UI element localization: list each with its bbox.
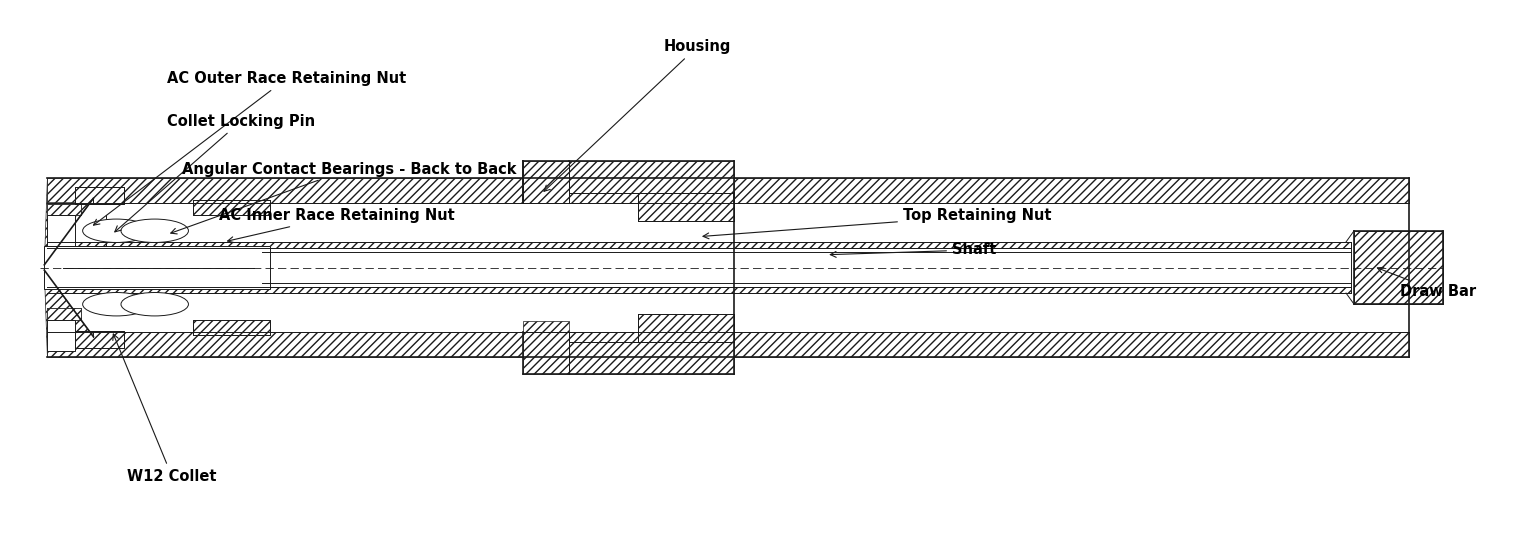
Bar	[522, 320, 568, 332]
Text: AC Outer Race Retaining Nut: AC Outer Race Retaining Nut	[94, 71, 406, 225]
Bar	[45, 246, 270, 289]
Bar	[568, 342, 734, 374]
Bar	[637, 193, 734, 220]
Bar	[48, 204, 81, 216]
Polygon shape	[45, 270, 94, 357]
Bar	[1353, 231, 1442, 304]
Bar	[522, 332, 568, 374]
Text: Top Retaining Nut: Top Retaining Nut	[703, 208, 1052, 239]
Bar	[637, 315, 734, 342]
Bar	[48, 204, 81, 216]
Bar	[75, 331, 124, 348]
Bar	[194, 319, 270, 334]
Bar	[194, 201, 270, 216]
Text: W12 Collet: W12 Collet	[112, 334, 217, 484]
Bar	[48, 319, 75, 350]
Bar	[48, 248, 1350, 287]
Bar	[48, 308, 81, 319]
Bar	[48, 216, 75, 246]
Text: Draw Bar: Draw Bar	[1378, 268, 1476, 299]
Bar	[194, 319, 270, 334]
Bar	[263, 251, 1350, 284]
Bar	[48, 287, 1350, 293]
Circle shape	[83, 219, 151, 242]
Bar	[48, 242, 1350, 248]
Bar	[48, 178, 1409, 203]
Bar	[75, 187, 124, 204]
Text: Angular Contact Bearings - Back to Back: Angular Contact Bearings - Back to Back	[170, 162, 516, 234]
Bar	[194, 201, 270, 216]
Polygon shape	[45, 178, 94, 265]
Bar	[568, 161, 734, 193]
Text: AC Inner Race Retaining Nut: AC Inner Race Retaining Nut	[220, 208, 455, 242]
Circle shape	[83, 293, 151, 316]
Text: Housing: Housing	[544, 39, 731, 192]
Bar	[48, 308, 81, 319]
Bar	[75, 187, 124, 204]
Bar	[522, 161, 568, 203]
Bar	[48, 332, 1409, 357]
Circle shape	[121, 293, 189, 316]
Text: Shaft: Shaft	[831, 242, 997, 257]
Bar	[75, 331, 124, 348]
Circle shape	[121, 219, 189, 242]
Text: Collet Locking Pin: Collet Locking Pin	[115, 113, 315, 232]
